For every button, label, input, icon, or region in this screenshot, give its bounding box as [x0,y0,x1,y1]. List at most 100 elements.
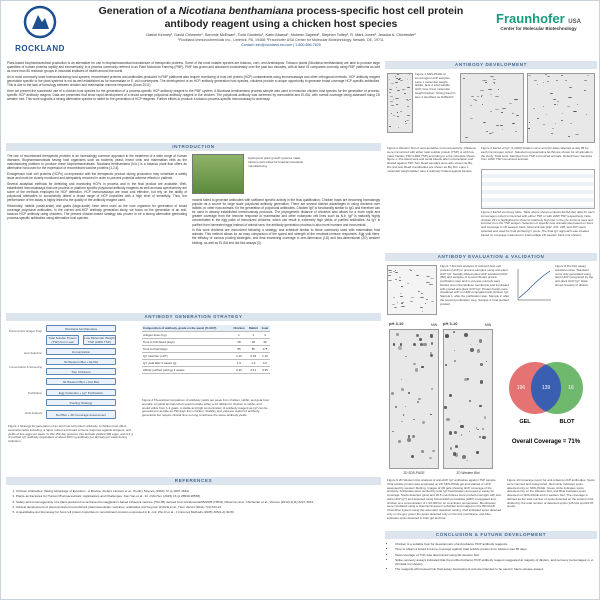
gel-spot [407,78,409,80]
flow-side-label: Purification [28,391,42,395]
gel-spot [388,271,392,273]
table-header-cell: Goat [259,325,270,332]
gel-spot [470,348,474,352]
table: Composition of antibody, grade on the pa… [142,325,270,374]
table-row: IgY yield after 4 weeks (g) 1.6 1.0 4.0 [142,359,270,367]
list-item: Chicken is a suitable host for developme… [395,542,595,546]
gel-spot [395,98,399,99]
gel-spot [401,306,405,308]
gel-spot [430,341,434,345]
coverage: Overall Coverage = 71% [512,439,581,445]
gel-spot [394,405,398,409]
gel-spot [395,78,398,80]
list-item: Safety and immunogenicity of a plant-pro… [16,500,378,504]
gel-spot [421,365,424,369]
figure-caption: Figure 3 ELISA of IgY (1:1000) titration… [481,146,593,162]
gel-spot [536,118,540,119]
gel-spot [430,300,434,302]
gel-spot [422,342,427,347]
gel-spot [482,122,486,124]
gel-spot [516,115,519,116]
gel-spot [418,397,421,401]
gel-spot [396,115,400,117]
list-item: The reagents will proceed into final ass… [395,567,595,571]
paragraph: Here we present the successful use of a … [7,88,380,101]
gel-spot [490,110,492,112]
flow-node: 30 Western Blot + Dot Blot [46,378,116,385]
title-part: Generation of a [98,5,179,17]
gel-spot [475,450,480,454]
gel-image [460,73,524,143]
gel-spot [407,391,411,395]
gel-spot [468,430,470,432]
gel-spot [572,110,577,112]
gel-spot [561,113,564,115]
flow-node: Nicotiana benthamiana [46,325,116,332]
gel-spot [462,454,467,459]
table-cell: 4.0 [259,359,270,367]
gel-spot [404,121,407,123]
gel-spot [544,74,548,75]
mw-label: MW [431,323,438,327]
gel-spot [463,332,468,337]
gel-spot [575,111,577,112]
gel-spot [389,125,391,127]
table-cell: 1.0 [246,359,260,367]
table-cell: 2.15 [231,352,247,360]
gel-spot [480,96,482,98]
table-cell: 1 [246,331,260,339]
gel-spot [514,131,518,133]
paragraph: The use of recombinant therapeutic prote… [7,154,187,171]
gel-spot [550,132,553,134]
gel-spot [430,334,434,338]
gel-spot [445,333,449,338]
gel-spot [501,128,504,130]
gel-spot [397,126,399,128]
table-cell: Time to first bleed (days) [142,338,232,346]
table-cell: Antigen dose (mg) [142,331,232,339]
gel-spot [481,104,483,105]
gel-spot [388,280,392,282]
gel-spot [424,302,426,304]
gel-spot [430,413,432,416]
table-cell: 4 [259,331,270,339]
gel-spot [480,90,484,91]
list-item: Time to obtain a broad immune coverage a… [395,547,595,551]
title-part: process-specific host cell protein antib… [164,5,464,30]
gel-spot [394,307,398,309]
paragraph: models failed to generate antibodies wit… [192,198,380,227]
gel-spot [567,97,572,98]
logo-name: Fraunhofer [496,11,565,26]
gel-spot [576,103,579,105]
reference-list: Chicken Antibodies: Taking Advantage of … [8,489,378,516]
gel-spot [390,83,395,84]
gel-spot [497,89,500,90]
gel-spot [492,82,496,83]
gel-spot [495,125,500,126]
gel-spot [388,91,392,93]
gel-spot [419,337,423,341]
gel-spot [394,75,397,77]
introduction: INTRODUCTION The use of recombinant ther… [6,143,381,311]
gel-spot [407,437,412,442]
gel-spot [536,83,538,85]
gel-spot [586,114,588,116]
gel-spot [587,74,590,76]
logo-mark [23,5,57,39]
gel-spot [500,124,503,126]
gel-spot [397,78,401,80]
gel-spot [494,95,499,97]
gel-spot [480,94,483,96]
gel-spot [458,421,460,423]
gel-spot [501,112,503,113]
gel-spot [421,450,425,454]
gel-spot [448,431,452,435]
gel-spot [398,277,401,278]
gel-spot [560,75,563,76]
table-cell: 0.63 [246,352,260,360]
gel-spot [393,271,396,273]
table-cell: 28 [231,338,247,346]
figure-caption: Hydroponic plant growth systems make tob… [248,156,303,168]
fraunhofer-logo: Fraunhofer USA Center for Molecular Biot… [481,11,596,31]
gel-spot [478,338,483,343]
